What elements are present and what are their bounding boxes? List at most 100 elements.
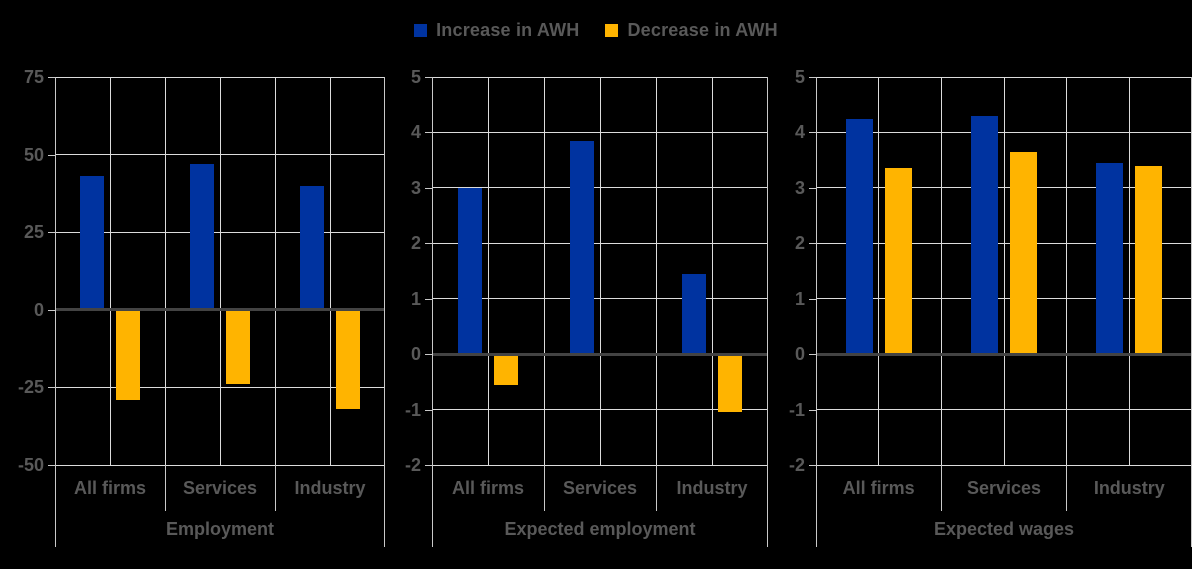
gridline-x-1 xyxy=(878,77,880,465)
ytick-mark-2 xyxy=(809,243,816,245)
category-label-industry: Industry xyxy=(1093,477,1165,498)
ytick-label-0: 0 xyxy=(410,344,421,365)
y-axis-line xyxy=(55,77,56,547)
gridline-x-4 xyxy=(1066,77,1068,465)
legend-item-decrease: Decrease in AWH xyxy=(605,20,778,41)
category-label-all-firms: All firms xyxy=(451,477,525,498)
category-label-all-firms: All firms xyxy=(73,477,147,498)
gridline-x-4 xyxy=(274,77,276,465)
ytick-mark-5 xyxy=(809,77,816,78)
category-axis-row: All firms Services Industry xyxy=(432,465,768,511)
ytick-label--1: -1 xyxy=(788,399,805,420)
gridline-x-2 xyxy=(543,77,545,465)
gridline-x-2 xyxy=(940,77,942,465)
ytick-mark-0 xyxy=(809,354,816,356)
ytick-mark-25 xyxy=(48,232,55,234)
zero-axis-line xyxy=(55,308,385,312)
category-separator xyxy=(274,465,276,511)
category-separator xyxy=(940,465,942,511)
bar-increase-industry xyxy=(1096,162,1124,355)
gridline-x-5 xyxy=(1128,77,1130,465)
legend-label-increase: Increase in AWH xyxy=(436,20,580,40)
panel-title-employment: Employment xyxy=(165,518,275,539)
ytick-label--2: -2 xyxy=(404,455,421,475)
category-label-services: Services xyxy=(182,477,258,498)
panel-right-edge-line xyxy=(384,77,385,547)
category-separator xyxy=(1066,465,1068,511)
ytick-label-3: 3 xyxy=(410,177,421,198)
ytick-label-2: 2 xyxy=(410,233,421,254)
panel-expected-wages: 5 4 3 2 1 0 -1 -2 All firms Services Industry Expec… xyxy=(768,67,1192,547)
gridline-x-1 xyxy=(109,77,111,465)
category-separator xyxy=(164,465,166,511)
ytick-mark-50 xyxy=(48,154,55,156)
category-label-industry: Industry xyxy=(676,477,748,498)
ytick-mark-1 xyxy=(809,298,816,300)
bar-decrease-all-firms xyxy=(884,168,912,355)
category-label-industry: Industry xyxy=(294,477,366,498)
gridline-y--2 xyxy=(432,464,768,466)
bar-decrease-services xyxy=(225,309,250,385)
ytick-mark--1 xyxy=(809,409,816,411)
plot-area-employment xyxy=(55,76,385,466)
ytick-label-4: 4 xyxy=(410,122,421,143)
ytick-mark-0 xyxy=(425,354,432,356)
bar-increase-services xyxy=(970,115,998,355)
chart-legend: Increase in AWH Decrease in AWH xyxy=(0,20,1192,41)
gridline-x-3 xyxy=(219,77,221,465)
ytick-label-25: 25 xyxy=(23,222,44,243)
gridline-x-1 xyxy=(487,77,489,465)
ytick-mark-4 xyxy=(425,132,432,134)
bar-decrease-all-firms xyxy=(493,354,518,385)
ytick-label-4: 4 xyxy=(794,122,805,143)
ytick-label-2: 2 xyxy=(794,233,805,254)
gridline-y--2 xyxy=(816,464,1192,466)
ytick-label-5: 5 xyxy=(794,67,805,87)
y-axis-line xyxy=(816,77,817,547)
ytick-label--1: -1 xyxy=(404,399,421,420)
y-axis-line xyxy=(432,77,433,547)
ytick-mark-3 xyxy=(809,187,816,189)
legend-label-decrease: Decrease in AWH xyxy=(627,20,778,40)
plot-area-expected-wages xyxy=(816,76,1192,466)
ytick-mark-5 xyxy=(425,77,432,78)
panel-title-expected-wages: Expected wages xyxy=(933,518,1075,539)
zero-axis-line xyxy=(816,352,1192,356)
gridline-x-4 xyxy=(655,77,657,465)
panel-expected-employment: 5 4 3 2 1 0 -1 -2 All firms Services Industry Expec… xyxy=(385,67,768,547)
bar-decrease-all-firms xyxy=(115,309,140,400)
bar-decrease-industry xyxy=(717,354,742,413)
gridline-y--50 xyxy=(55,464,385,466)
ytick-label-75: 75 xyxy=(23,67,44,87)
gridline-x-2 xyxy=(164,77,166,465)
ytick-label--50: -50 xyxy=(17,455,44,475)
category-axis-row: All firms Services Industry xyxy=(816,465,1192,511)
bar-increase-all-firms xyxy=(845,118,873,355)
ytick-mark--1 xyxy=(425,409,432,411)
plot-area-expected-employment xyxy=(432,76,768,466)
legend-swatch-decrease-icon xyxy=(605,24,619,37)
ytick-mark-3 xyxy=(425,187,432,189)
ytick-label-3: 3 xyxy=(794,177,805,198)
zero-axis-line xyxy=(432,352,768,356)
bar-decrease-industry xyxy=(335,309,360,410)
ytick-mark--50 xyxy=(48,465,55,466)
gridline-x-5 xyxy=(329,77,331,465)
panel-right-edge-line xyxy=(767,77,768,547)
ytick-mark--2 xyxy=(425,465,432,466)
ytick-mark-4 xyxy=(809,132,816,134)
bar-increase-services xyxy=(190,163,215,310)
panel-title-expected-employment: Expected employment xyxy=(504,518,696,539)
panel-employment: 75 50 25 0 -25 -50 All firms Services Industry Em… xyxy=(0,67,385,547)
bar-increase-all-firms xyxy=(458,187,483,355)
legend-item-increase: Increase in AWH xyxy=(414,20,579,41)
ytick-label-1: 1 xyxy=(794,288,805,309)
gridline-x-3 xyxy=(599,77,601,465)
ytick-label--2: -2 xyxy=(788,455,805,475)
ytick-mark-0 xyxy=(48,309,55,311)
ytick-mark-1 xyxy=(425,298,432,300)
ytick-label-1: 1 xyxy=(410,288,421,309)
category-axis-row: All firms Services Industry xyxy=(55,465,385,511)
ytick-label-50: 50 xyxy=(23,144,44,165)
